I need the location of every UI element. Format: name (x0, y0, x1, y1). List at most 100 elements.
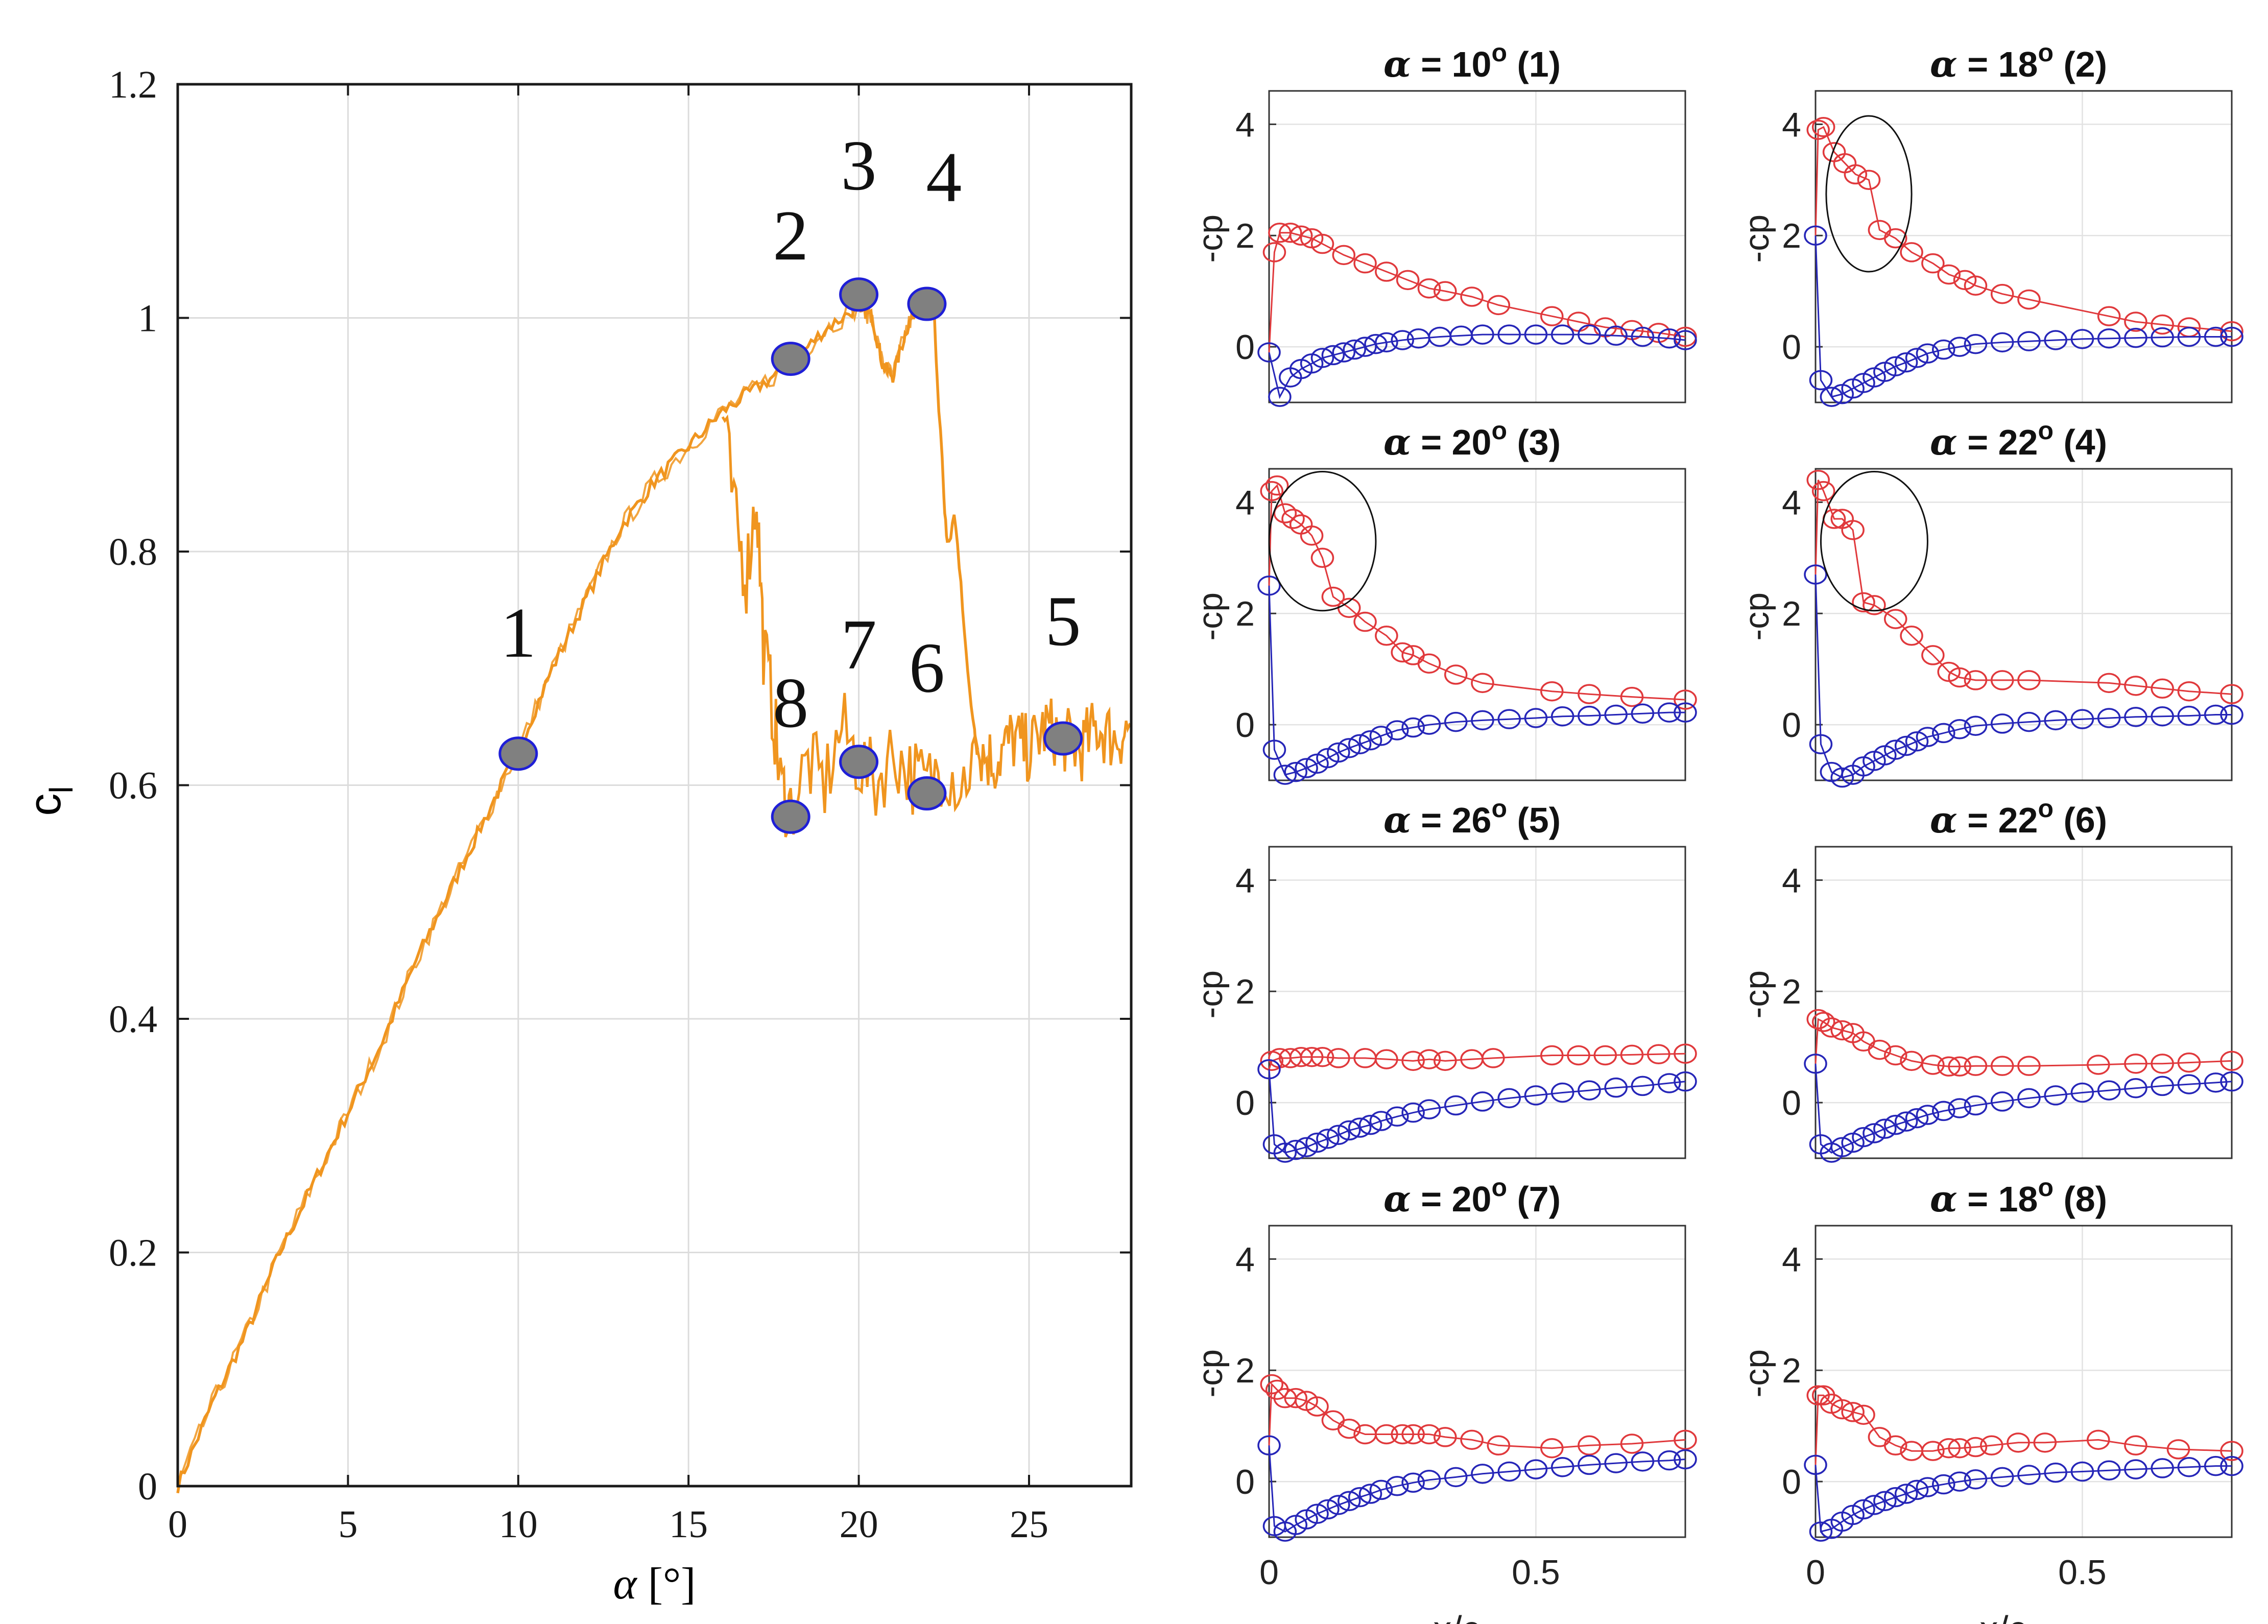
cp-pressure-marker (1497, 1461, 1521, 1482)
cp-pressure-marker (1327, 1125, 1350, 1145)
cp-pressure-marker (1894, 1484, 1918, 1504)
state-point-3 (839, 277, 879, 312)
cp-pressure-marker (1578, 324, 1601, 345)
cp-title-deg: o (1491, 1173, 1507, 1202)
separation-highlight-ellipse (1268, 470, 1377, 612)
cp-suction-marker (1460, 1429, 1484, 1450)
cp-pressure-marker (1348, 1117, 1372, 1138)
cp-suction-marker (1273, 503, 1297, 523)
cp-pressure-line (1268, 1445, 1686, 1533)
cp-pressure-marker (1321, 345, 1345, 366)
cp-pressure-marker (2151, 1458, 2174, 1478)
cp-title-tag: (3) (1507, 422, 1561, 462)
cp-title-symbol: α (1930, 799, 1957, 841)
cp-suction-marker (1921, 1441, 1945, 1461)
cp-suction-marker (1540, 306, 1564, 326)
cp-pressure-marker (1804, 564, 1827, 585)
cp-pressure-marker (1337, 738, 1361, 758)
main-grid (178, 84, 1131, 1486)
cp-pressure-marker (1830, 1137, 1854, 1157)
main-data-lines (176, 295, 1132, 1494)
cp-y-axis-label: -cp (1737, 970, 1776, 1018)
x-label-symbol: α (613, 1559, 637, 1609)
main-state-points: 1 23 4 5 678 (498, 126, 1083, 834)
state-point-8 (771, 799, 810, 834)
cp-panel-frame (1268, 846, 1686, 1159)
cp-y-axis-label: -cp (1191, 592, 1230, 640)
cp-title-tag: (4) (2054, 422, 2107, 462)
cp-pressure-marker (2177, 1457, 2201, 1477)
cp-pressure-marker (1386, 1106, 1409, 1127)
cp-suction-marker (1937, 1438, 1961, 1459)
cp-pressure-marker (1674, 1449, 1697, 1470)
cp-pressure-marker (1358, 1484, 1382, 1504)
cp-pressure-marker (1657, 702, 1681, 723)
cp-pressure-marker (2070, 1082, 2094, 1103)
cp-suction-marker (1841, 1402, 1865, 1422)
cp-y-tick-label: 4 (1782, 483, 1801, 522)
cp-pressure-marker (1604, 1077, 1628, 1098)
cp-pressure-marker (1444, 1467, 1468, 1488)
cp-suction-marker (1482, 1048, 1505, 1068)
cp-pressure-marker (2151, 327, 2174, 348)
cp-pressure-marker (2124, 1459, 2147, 1479)
cp-pressure-marker (1348, 734, 1372, 754)
cp-pressure-marker (1348, 1487, 1372, 1508)
main-x-tick-label: 25 (1010, 1503, 1048, 1546)
cp-suction-marker (2087, 1429, 2110, 1450)
cp-suction-marker (1487, 1435, 1511, 1456)
cp-pressure-marker (2097, 328, 2121, 349)
cp-y-tick-label: 4 (1782, 105, 1801, 144)
cp-suction-marker (2097, 673, 2121, 694)
cp-pressure-marker (1327, 1495, 1350, 1515)
cp-suction-marker (1883, 1045, 1907, 1066)
cp-suction-marker (1830, 1399, 1854, 1420)
cp-y-axis-label: -cp (1191, 970, 1230, 1018)
cp-suction-marker (1401, 1424, 1425, 1445)
cp-pressure-marker (1964, 333, 1988, 354)
cp-pressure-marker (1310, 348, 1334, 368)
cp-pressure-marker (1369, 1111, 1393, 1131)
cp-title-deg: o (2038, 38, 2054, 67)
state-point-5 (1043, 721, 1083, 756)
cp-pressure-marker (1905, 1108, 1929, 1129)
cp-y-tick-label: 2 (1235, 594, 1255, 633)
main-y-tick-label: 1.2 (109, 63, 157, 106)
cp-panel-frame (1815, 90, 2233, 403)
cp-pressure-marker (1873, 1118, 1897, 1139)
cp-pressure-marker (1268, 387, 1292, 407)
cp-suction-marker (1401, 1050, 1425, 1071)
cp-pressure-marker (1262, 739, 1286, 760)
cp-pressure-marker (1353, 337, 1377, 357)
cp-pressure-marker (1809, 370, 1833, 391)
cp-title-symbol: α (1383, 43, 1411, 85)
y-label-sub: l (43, 786, 80, 793)
cp-pressure-marker (1284, 1139, 1307, 1160)
cp-title-symbol: α (1383, 1178, 1411, 1220)
state-label-5: 5 (1045, 582, 1081, 661)
x-label-unit: [°] (648, 1559, 696, 1609)
cp-pressure-marker (1401, 1102, 1425, 1123)
cp-suction-marker (1540, 1438, 1564, 1459)
cp-pressure-marker (1327, 742, 1350, 763)
cp-pressure-marker (1305, 1132, 1329, 1153)
cp-pressure-marker (1863, 1495, 1886, 1515)
separation-highlight-ellipse (1820, 470, 1928, 612)
cp-x-tick-label: 0 (1806, 1553, 1825, 1592)
cp-pressure-marker (1604, 704, 1628, 725)
cp-pressure-marker (1948, 1471, 1971, 1492)
cp-suction-marker (2177, 681, 2201, 702)
cp-pressure-marker (1990, 1467, 2014, 1488)
cp-y-tick-label: 4 (1782, 861, 1801, 900)
cp-panel-title: α = 22o (4) (1930, 416, 2107, 463)
cp-pressure-marker (1905, 1479, 1929, 1500)
cp-pressure-marker (2151, 1076, 2174, 1096)
cp-suction-marker (1391, 1424, 1414, 1445)
cp-suction-marker (1948, 1438, 1971, 1459)
cp-suction-marker (1321, 586, 1345, 607)
cp-pressure-marker (1674, 330, 1697, 350)
cp-pressure-marker (1964, 715, 1988, 736)
cp-pressure-marker (1337, 1120, 1361, 1141)
cp-pressure-marker (1471, 324, 1494, 345)
